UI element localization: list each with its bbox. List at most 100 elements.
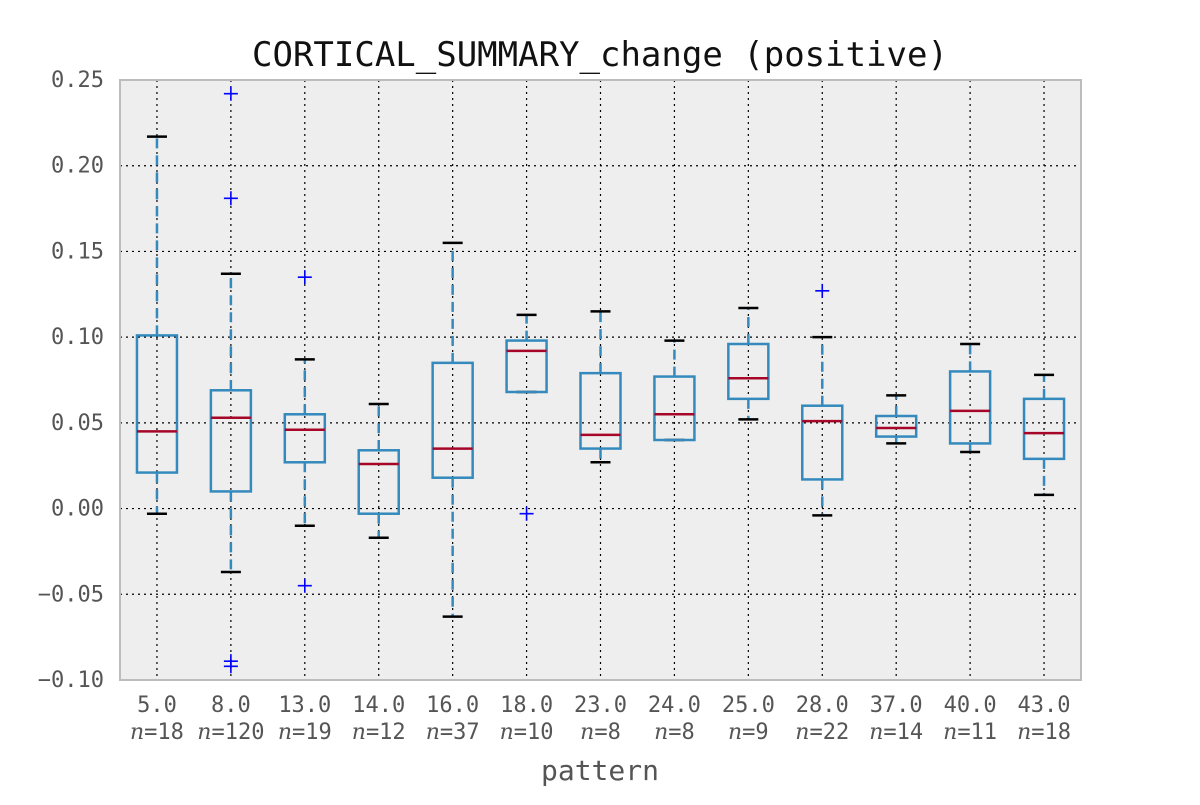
box-group-25.0 — [727, 306, 770, 421]
count-value: =8 — [668, 720, 695, 745]
count-symbol: n — [580, 720, 594, 745]
x-tick-label: 25.0 — [722, 693, 775, 718]
outlier-marker — [223, 191, 238, 206]
count-symbol: n — [728, 720, 742, 745]
x-tick-label: 16.0 — [426, 693, 479, 718]
count-symbol: n — [943, 720, 957, 745]
count-value: =9 — [742, 720, 769, 745]
x-tick-label: 28.0 — [796, 693, 849, 718]
x-tick-label: 37.0 — [870, 693, 923, 718]
box-group-24.0 — [653, 339, 696, 442]
x-tick-count-label: n=19 — [278, 720, 332, 745]
x-axis-label: pattern — [541, 754, 659, 787]
iqr-box — [948, 370, 992, 445]
count-value: =14 — [883, 720, 923, 745]
iqr-box — [874, 414, 918, 438]
count-symbol: n — [278, 720, 292, 745]
x-tick-label: 24.0 — [648, 693, 701, 718]
count-symbol: n — [500, 720, 514, 745]
y-tick-label: −0.10 — [38, 668, 104, 693]
y-tick-label: 0.05 — [51, 411, 104, 436]
count-value: =12 — [366, 720, 406, 745]
y-tick-label: −0.05 — [38, 582, 104, 607]
box-group-23.0 — [579, 310, 622, 464]
count-value: =19 — [292, 720, 332, 745]
x-tick-count-label: n=18 — [130, 720, 184, 745]
x-tick-count-label: n=9 — [728, 720, 769, 745]
y-tick-label: 0.00 — [51, 497, 104, 522]
plot-area-frame — [119, 79, 1082, 681]
x-tick-count-label: n=10 — [500, 720, 554, 745]
outlier-marker — [297, 270, 312, 285]
x-tick-count-label: n=14 — [869, 720, 923, 745]
iqr-box — [283, 413, 327, 464]
x-tick-label: 5.0 — [137, 693, 177, 718]
outlier-marker — [519, 506, 534, 521]
box-group-43.0 — [1022, 373, 1066, 497]
iqr-box — [1022, 397, 1066, 461]
count-value: =18 — [144, 720, 184, 745]
box-group-14.0 — [357, 402, 400, 539]
x-tick-count-label: n=120 — [197, 720, 264, 745]
x-tick-count-label: n=37 — [426, 720, 480, 745]
x-tick-label: 14.0 — [352, 693, 405, 718]
count-symbol: n — [426, 720, 440, 745]
x-axis-ticks: 5.0n=188.0n=12013.0n=1914.0n=1216.0n=371… — [130, 693, 1071, 745]
count-symbol: n — [130, 720, 144, 745]
iqr-box — [505, 339, 548, 394]
count-symbol: n — [795, 720, 809, 745]
y-tick-label: 0.10 — [51, 325, 104, 350]
x-tick-count-label: n=18 — [1017, 720, 1071, 745]
y-tick-label: 0.20 — [51, 154, 104, 179]
iqr-box — [209, 389, 253, 493]
count-symbol: n — [654, 720, 668, 745]
outlier-marker — [815, 283, 830, 298]
box-group-28.0 — [801, 283, 844, 517]
x-tick-label: 18.0 — [500, 693, 553, 718]
x-tick-label: 43.0 — [1018, 693, 1071, 718]
x-tick-count-label: n=11 — [943, 720, 997, 745]
count-value: =8 — [594, 720, 621, 745]
x-tick-label: 23.0 — [574, 693, 627, 718]
x-tick-label: 13.0 — [278, 693, 331, 718]
count-value: =10 — [514, 720, 554, 745]
iqr-box — [727, 342, 770, 401]
outlier-marker — [223, 86, 238, 101]
iqr-box — [135, 334, 179, 474]
iqr-box — [801, 404, 844, 481]
iqr-box — [579, 371, 622, 450]
y-axis-ticks: 0.25 0.20 0.15 0.10 0.05 0.00 −0.05 −0.10 — [38, 68, 104, 693]
box-layer — [135, 86, 1066, 674]
x-tick-count-label: n=22 — [795, 720, 849, 745]
x-tick-count-label: n=12 — [352, 720, 406, 745]
outlier-marker — [223, 659, 238, 674]
box-group-16.0 — [431, 241, 474, 618]
count-value: =37 — [440, 720, 480, 745]
y-tick-label: 0.15 — [51, 239, 104, 264]
x-tick-label: 8.0 — [211, 693, 251, 718]
box-group-18.0 — [505, 313, 548, 521]
box-group-37.0 — [874, 394, 918, 445]
count-value: =22 — [809, 720, 849, 745]
iqr-box — [653, 375, 696, 442]
chart-title: CORTICAL_SUMMARY_change (positive) — [252, 35, 948, 75]
iqr-box — [357, 449, 400, 515]
box-group-13.0 — [283, 270, 327, 593]
count-value: =18 — [1031, 720, 1071, 745]
box-group-5.0 — [135, 135, 179, 515]
y-tick-label: 0.25 — [51, 68, 104, 93]
count-value: =120 — [211, 720, 264, 745]
count-symbol: n — [869, 720, 883, 745]
x-tick-count-label: n=8 — [580, 720, 621, 745]
count-value: =11 — [957, 720, 997, 745]
outlier-marker — [297, 578, 312, 593]
x-tick-label: 40.0 — [944, 693, 997, 718]
box-group-40.0 — [948, 342, 992, 454]
count-symbol: n — [352, 720, 366, 745]
count-symbol: n — [1017, 720, 1031, 745]
x-tick-count-label: n=8 — [654, 720, 695, 745]
count-symbol: n — [197, 720, 211, 745]
box-group-8.0 — [209, 86, 253, 674]
